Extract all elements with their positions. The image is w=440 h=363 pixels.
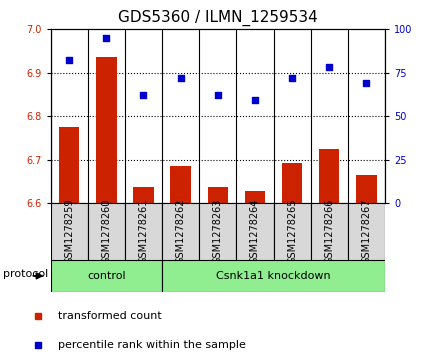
Text: Csnk1a1 knockdown: Csnk1a1 knockdown (216, 271, 331, 281)
Point (66, 57, 73, 63)
Text: protocol: protocol (3, 269, 48, 279)
Bar (208, 187, 228, 203)
Bar (133, 187, 154, 203)
Bar (319, 149, 340, 203)
Text: GSM1278267: GSM1278267 (361, 199, 371, 264)
Bar (96, 57, 117, 203)
FancyBboxPatch shape (311, 203, 348, 260)
Point (326, 65, 333, 70)
Text: GSM1278265: GSM1278265 (287, 199, 297, 264)
Bar (245, 191, 265, 203)
Point (214, 92, 221, 98)
Point (103, 35, 110, 41)
Text: transformed count: transformed count (58, 311, 161, 321)
Bar (170, 166, 191, 203)
FancyBboxPatch shape (348, 203, 385, 260)
FancyBboxPatch shape (162, 260, 385, 292)
Point (363, 80, 370, 86)
Text: control: control (87, 271, 126, 281)
Text: GSM1278264: GSM1278264 (250, 199, 260, 264)
Point (177, 75, 184, 81)
Bar (356, 175, 377, 203)
FancyBboxPatch shape (125, 203, 162, 260)
Bar (59, 127, 79, 203)
FancyBboxPatch shape (199, 203, 236, 260)
Point (140, 92, 147, 98)
FancyBboxPatch shape (162, 203, 199, 260)
Text: percentile rank within the sample: percentile rank within the sample (58, 340, 246, 350)
Point (289, 75, 296, 81)
Point (251, 98, 258, 103)
Text: GSM1278260: GSM1278260 (101, 199, 111, 264)
FancyBboxPatch shape (88, 203, 125, 260)
FancyBboxPatch shape (51, 203, 88, 260)
Text: GSM1278263: GSM1278263 (213, 199, 223, 264)
Title: GDS5360 / ILMN_1259534: GDS5360 / ILMN_1259534 (118, 10, 318, 26)
Bar (282, 163, 302, 203)
Text: GSM1278261: GSM1278261 (139, 199, 148, 264)
FancyBboxPatch shape (274, 203, 311, 260)
FancyBboxPatch shape (51, 260, 162, 292)
Text: GSM1278259: GSM1278259 (64, 199, 74, 264)
Text: GSM1278262: GSM1278262 (176, 199, 186, 264)
Text: GSM1278266: GSM1278266 (324, 199, 334, 264)
FancyBboxPatch shape (236, 203, 274, 260)
